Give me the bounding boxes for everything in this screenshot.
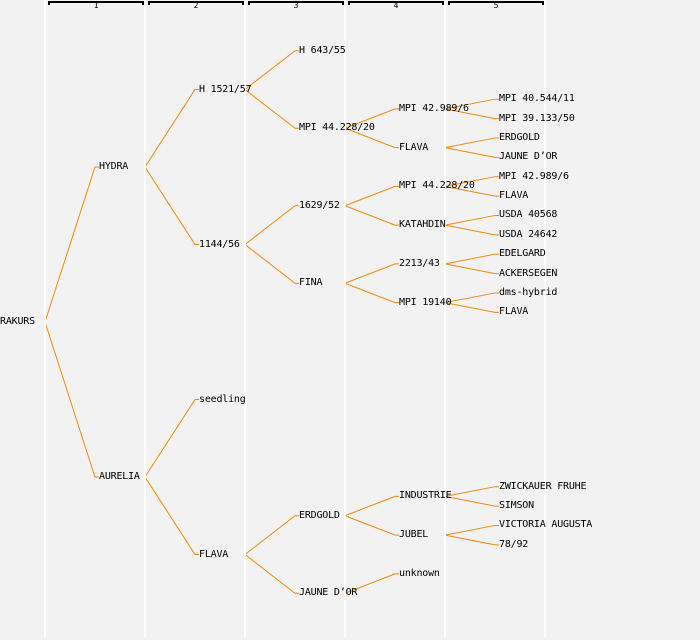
column-number: 1 [93, 1, 99, 10]
column-separator [444, 0, 446, 637]
tree-node[interactable]: unknown [399, 567, 440, 579]
tree-edge [344, 495, 399, 517]
tree-edge [444, 524, 499, 536]
root-node[interactable]: RAKURS [0, 316, 35, 327]
tree-edge [144, 399, 199, 478]
tree-node[interactable]: FLAVA [499, 306, 529, 318]
column-bracket [348, 1, 444, 5]
tree-node[interactable]: ACKERSEGEN [499, 267, 558, 279]
tree-edge [144, 476, 199, 555]
tree-node[interactable]: KATAHDIN [399, 219, 446, 231]
column-number: 5 [493, 1, 499, 10]
tree-node[interactable]: FLAVA [399, 141, 429, 153]
tree-edge [244, 515, 299, 555]
tree-edge [444, 486, 499, 497]
tree-node[interactable]: seedling [199, 393, 246, 405]
tree-edge [244, 89, 299, 129]
tree-node[interactable]: HYDRA [99, 161, 129, 172]
tree-node[interactable]: MPI 42.989/6 [499, 170, 569, 182]
tree-edge [344, 108, 399, 129]
tree-edge [44, 321, 99, 478]
tree-edge [444, 292, 499, 304]
tree-edge [344, 282, 399, 304]
column-separator [344, 0, 346, 637]
column-bracket [48, 1, 144, 5]
tree-edge [444, 176, 499, 187]
column-number: 4 [393, 1, 399, 10]
tree-edge [444, 214, 499, 226]
tree-node[interactable]: MPI 40.544/11 [499, 93, 575, 105]
tree-node[interactable]: H 643/55 [299, 44, 346, 56]
tree-node[interactable]: USDA 24642 [499, 228, 558, 240]
tree-node[interactable]: FLAVA [199, 548, 229, 560]
tree-node[interactable]: ZWICKAUER FRUHE [499, 480, 587, 492]
tree-edge [344, 263, 399, 284]
tree-node[interactable]: H 1521/57 [199, 83, 252, 95]
tree-edge [444, 302, 499, 313]
column-bracket [148, 1, 244, 5]
tree-node[interactable]: SIMSON [499, 500, 534, 512]
tree-node[interactable]: MPI 39.133/50 [499, 112, 575, 124]
tree-edge [444, 263, 499, 275]
tree-edge [144, 166, 199, 245]
tree-edge [44, 166, 99, 323]
tree-node[interactable]: MPI 42.989/6 [399, 102, 469, 114]
tree-edge [344, 205, 399, 226]
tree-edge [344, 127, 399, 149]
tree-node[interactable]: JUBEL [399, 529, 429, 541]
tree-node[interactable]: USDA 40568 [499, 209, 558, 221]
tree-edge [444, 495, 499, 507]
tree-edge [444, 253, 499, 265]
tree-node[interactable]: JAUNE D’OR [299, 587, 358, 599]
tree-edge [344, 185, 399, 207]
tree-node[interactable]: dms-hybrid [499, 286, 558, 298]
column-bracket [448, 1, 544, 5]
tree-edge [244, 244, 299, 284]
tree-node[interactable]: 78/92 [499, 538, 529, 550]
tree-edge [444, 185, 499, 197]
tree-edge [344, 515, 399, 536]
tree-node[interactable]: VICTORIA AUGUSTA [499, 519, 593, 531]
tree-node[interactable]: MPI 44.228/20 [299, 122, 375, 134]
tree-edge [144, 89, 199, 168]
tree-edge [444, 224, 499, 236]
tree-node[interactable]: MPI 44.228/20 [399, 180, 475, 192]
tree-edge [244, 205, 299, 245]
tree-edge [244, 50, 299, 90]
tree-edge [444, 108, 499, 120]
tree-edge [444, 137, 499, 149]
column-number: 3 [293, 1, 299, 10]
tree-node[interactable]: MPI 19140 [399, 296, 452, 308]
column-separator [144, 0, 146, 637]
tree-node[interactable]: 2213/43 [399, 257, 440, 269]
tree-edge [244, 554, 299, 594]
tree-edge [444, 534, 499, 546]
tree-node[interactable]: ERDGOLD [299, 509, 340, 521]
column-separator [544, 0, 546, 637]
tree-node[interactable]: FINA [299, 277, 323, 289]
tree-edge [344, 573, 399, 594]
column-separator [44, 0, 46, 637]
tree-node[interactable]: AURELIA [99, 471, 140, 482]
tree-edge [444, 98, 499, 110]
tree-node[interactable]: FLAVA [499, 190, 529, 202]
column-separator [244, 0, 246, 637]
tree-node[interactable]: INDUSTRIE [399, 490, 452, 502]
tree-node[interactable]: 1144/56 [199, 238, 240, 250]
tree-node[interactable]: JAUNE D’OR [499, 151, 558, 163]
column-bracket [248, 1, 344, 5]
column-number: 2 [193, 1, 199, 10]
tree-edge [444, 147, 499, 158]
tree-node[interactable]: EDELGARD [499, 248, 546, 260]
tree-node[interactable]: ERDGOLD [499, 131, 540, 143]
tree-node[interactable]: 1629/52 [299, 199, 340, 211]
